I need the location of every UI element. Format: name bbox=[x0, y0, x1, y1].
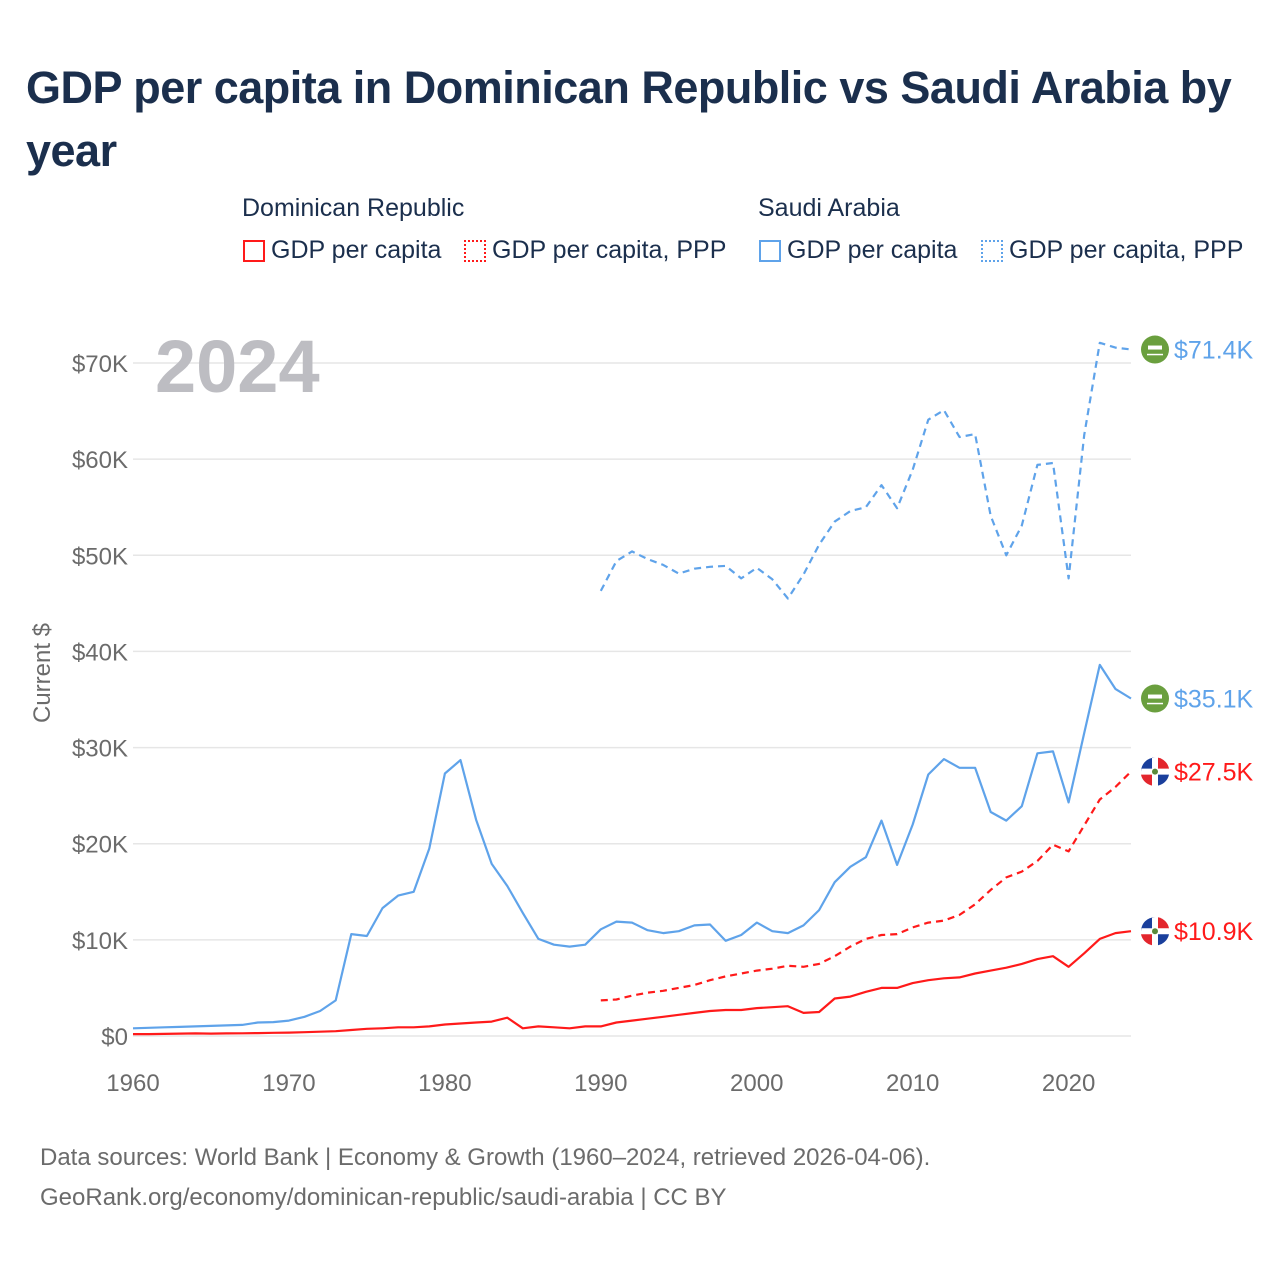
legend-item-dr-ppp[interactable]: GDP per capita, PPP bbox=[464, 236, 726, 265]
legend-label: GDP per capita bbox=[271, 236, 442, 264]
y-tick-label: $0 bbox=[101, 1024, 128, 1051]
y-tick-label: $60K bbox=[72, 447, 128, 474]
x-tick-label: 2010 bbox=[886, 1070, 939, 1097]
legend-swatch-dotted-red bbox=[464, 239, 486, 262]
x-tick-label: 1960 bbox=[106, 1070, 159, 1097]
saudi-flag-icon bbox=[1141, 335, 1169, 364]
x-tick-label: 1990 bbox=[574, 1070, 627, 1097]
y-tick-label: $10K bbox=[72, 928, 128, 955]
x-tick-label: 2020 bbox=[1042, 1070, 1095, 1097]
legend-label: GDP per capita, PPP bbox=[492, 236, 727, 264]
saudi-flag-icon bbox=[1141, 684, 1169, 713]
end-value-label-dr_ppp: $27.5K bbox=[1174, 759, 1254, 787]
legend-item-sa-gdp[interactable]: GDP per capita bbox=[759, 236, 957, 265]
legend-group-saudi-arabia: Saudi Arabia bbox=[758, 194, 900, 222]
dominican-flag-icon bbox=[1141, 757, 1169, 786]
series-line-sa_ppp[interactable] bbox=[599, 341, 1132, 600]
legend-group-dominican-republic: Dominican Republic bbox=[242, 194, 465, 222]
y-tick-label: $40K bbox=[72, 639, 128, 666]
footer-sources: Data sources: World Bank | Economy & Gro… bbox=[40, 1144, 931, 1171]
x-tick-label: 1970 bbox=[262, 1070, 315, 1097]
series-line-dr_gdp[interactable] bbox=[133, 930, 1132, 1036]
legend-item-sa-ppp[interactable]: GDP per capita, PPP bbox=[981, 236, 1243, 265]
legend-label: GDP per capita, PPP bbox=[1009, 236, 1244, 264]
dominican-flag-icon bbox=[1141, 917, 1169, 946]
footer-link[interactable]: GeoRank.org/economy/dominican-republic/s… bbox=[40, 1184, 727, 1211]
legend-label: GDP per capita bbox=[787, 236, 958, 264]
y-tick-label: $20K bbox=[72, 832, 128, 859]
x-tick-label: 2000 bbox=[730, 1070, 783, 1097]
legend-item-dr-gdp[interactable]: GDP per capita bbox=[243, 236, 441, 265]
legend-swatch-solid-blue bbox=[759, 239, 781, 262]
series-line-sa_gdp[interactable] bbox=[132, 663, 1132, 1030]
y-tick-label: $50K bbox=[72, 543, 128, 570]
end-value-label-sa_gdp: $35.1K bbox=[1174, 686, 1254, 714]
y-tick-label: $30K bbox=[72, 736, 128, 763]
year-watermark: 2024 bbox=[155, 325, 320, 408]
end-value-label-dr_gdp: $10.9K bbox=[1174, 918, 1254, 946]
y-axis-label: Current $ bbox=[29, 623, 56, 723]
chart-title: GDP per capita in Dominican Republic vs … bbox=[26, 62, 1232, 176]
y-tick-label: $70K bbox=[72, 351, 128, 378]
legend-swatch-solid-red bbox=[243, 239, 265, 262]
end-value-label-sa_ppp: $71.4K bbox=[1174, 337, 1254, 365]
footer: Data sources: World Bank | Economy & Gro… bbox=[40, 1138, 930, 1218]
legend-swatch-dotted-blue bbox=[981, 239, 1003, 262]
x-tick-label: 1980 bbox=[418, 1070, 471, 1097]
series-line-dr_ppp[interactable] bbox=[600, 770, 1132, 1002]
